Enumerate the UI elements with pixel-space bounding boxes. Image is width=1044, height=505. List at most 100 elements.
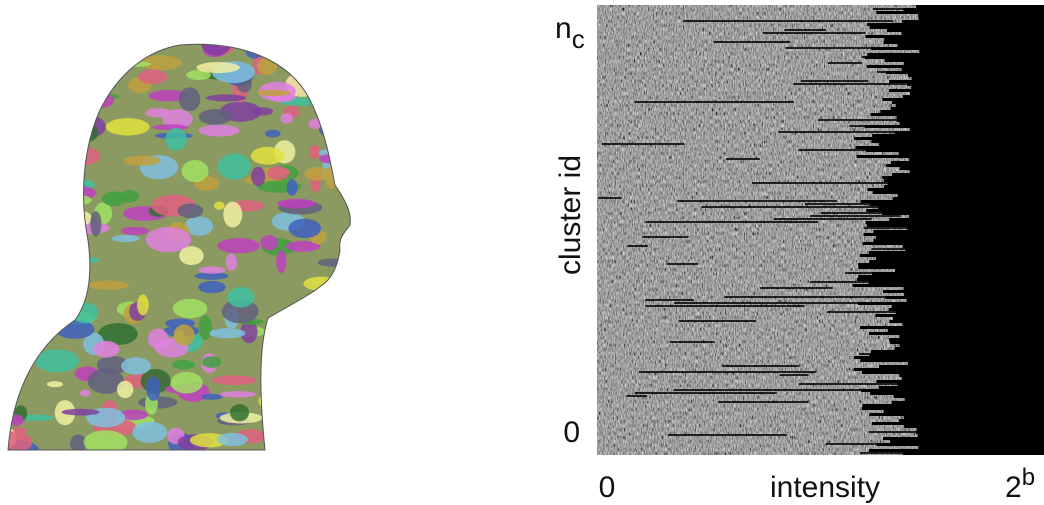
- mesh-patch: [217, 238, 260, 254]
- x-right-base: 2: [1005, 471, 1022, 504]
- dark-band: [891, 101, 1044, 104]
- dark-streak: [810, 281, 902, 283]
- dark-band: [902, 323, 1044, 326]
- dark-band: [894, 131, 1044, 134]
- mesh-patch: [286, 179, 298, 196]
- dark-band: [896, 116, 1044, 119]
- dark-band: [898, 152, 1044, 155]
- dark-band: [888, 89, 1044, 92]
- mesh-patch: [322, 425, 351, 443]
- mesh-patch: [8, 431, 33, 450]
- mesh-patch: [8, 71, 30, 94]
- dark-band: [886, 164, 1044, 167]
- dark-band: [907, 227, 1044, 230]
- dark-band: [868, 281, 1044, 284]
- mesh-patch: [147, 328, 169, 349]
- dark-band: [884, 185, 1044, 188]
- mesh-patch: [265, 129, 281, 138]
- mesh-patch: [98, 323, 138, 345]
- dark-band: [884, 59, 1044, 62]
- mesh-patch: [313, 60, 345, 85]
- mesh-patch: [32, 275, 77, 296]
- mesh-patch: [87, 280, 130, 290]
- dark-band: [871, 140, 1044, 143]
- mesh-patch: [33, 66, 53, 90]
- mesh-patch: [299, 404, 337, 422]
- dark-band: [917, 434, 1044, 437]
- dark-band: [902, 245, 1044, 248]
- mesh-patch: [303, 276, 339, 291]
- mesh-patch: [317, 258, 348, 267]
- dark-band: [867, 188, 1044, 191]
- mesh-patch: [312, 292, 338, 313]
- dark-band: [909, 215, 1044, 218]
- dark-band: [906, 299, 1044, 302]
- mesh-patch: [123, 155, 161, 166]
- dark-band: [872, 134, 1044, 137]
- mesh-patch: [34, 349, 80, 373]
- dark-band: [861, 389, 1044, 392]
- mesh-patch: [331, 401, 351, 413]
- dark-band: [892, 197, 1044, 200]
- mesh-patch: [107, 60, 152, 68]
- dark-band: [911, 86, 1044, 89]
- dark-band: [903, 287, 1044, 290]
- mesh-patch: [196, 62, 240, 74]
- mesh-patch: [83, 430, 128, 450]
- dark-streak: [713, 41, 791, 43]
- mesh-patch: [31, 90, 47, 99]
- mesh-patch: [310, 361, 351, 375]
- mesh-patch: [276, 313, 297, 336]
- dark-band: [856, 155, 1044, 158]
- mesh-patch: [198, 124, 240, 137]
- dark-band: [876, 257, 1044, 260]
- dark-streak: [634, 392, 777, 394]
- dark-band: [890, 440, 1044, 443]
- dark-band: [864, 56, 1044, 59]
- mesh-patch: [251, 166, 266, 187]
- mesh-patch: [326, 81, 351, 102]
- dark-band: [897, 194, 1044, 197]
- dark-band: [918, 17, 1044, 20]
- mesh-patch: [257, 57, 278, 76]
- dark-streak: [667, 434, 787, 436]
- mesh-patch: [328, 136, 351, 149]
- mesh-patch: [13, 90, 52, 102]
- dark-band: [886, 29, 1044, 32]
- dark-band: [899, 122, 1044, 125]
- dark-band: [887, 329, 1044, 332]
- dark-band: [895, 104, 1044, 107]
- mesh-patch: [250, 146, 285, 165]
- mesh-patch: [285, 240, 321, 252]
- mesh-patch: [93, 340, 120, 358]
- dark-band: [890, 161, 1044, 164]
- mesh-patch: [111, 234, 140, 243]
- head-mesh: [8, 44, 351, 450]
- dark-band: [902, 20, 1044, 23]
- mesh-patch: [217, 153, 251, 180]
- dark-band: [858, 263, 1044, 266]
- dark-band: [861, 371, 1044, 374]
- mesh-patch: [90, 211, 102, 237]
- mesh-patch: [31, 253, 56, 263]
- mesh-patch: [60, 44, 72, 60]
- mesh-patch: [79, 389, 91, 397]
- mesh-patch: [8, 249, 13, 263]
- mesh-patch: [105, 118, 150, 136]
- mesh-patch: [148, 89, 189, 102]
- dark-band: [855, 146, 1044, 149]
- dark-streak: [871, 248, 1044, 250]
- dark-streak: [683, 20, 893, 22]
- dark-band: [888, 308, 1044, 311]
- mesh-patch: [331, 309, 351, 330]
- dark-band: [868, 251, 1044, 254]
- dark-streak: [701, 206, 905, 208]
- dark-streak: [601, 143, 685, 145]
- y-top-sub: c: [572, 24, 585, 54]
- dark-streak: [724, 296, 919, 298]
- mesh-patch: [9, 278, 36, 301]
- mesh-patch: [284, 46, 329, 62]
- x-axis-label: intensity: [770, 471, 880, 504]
- mesh-patch: [76, 92, 111, 99]
- dark-band: [909, 170, 1044, 173]
